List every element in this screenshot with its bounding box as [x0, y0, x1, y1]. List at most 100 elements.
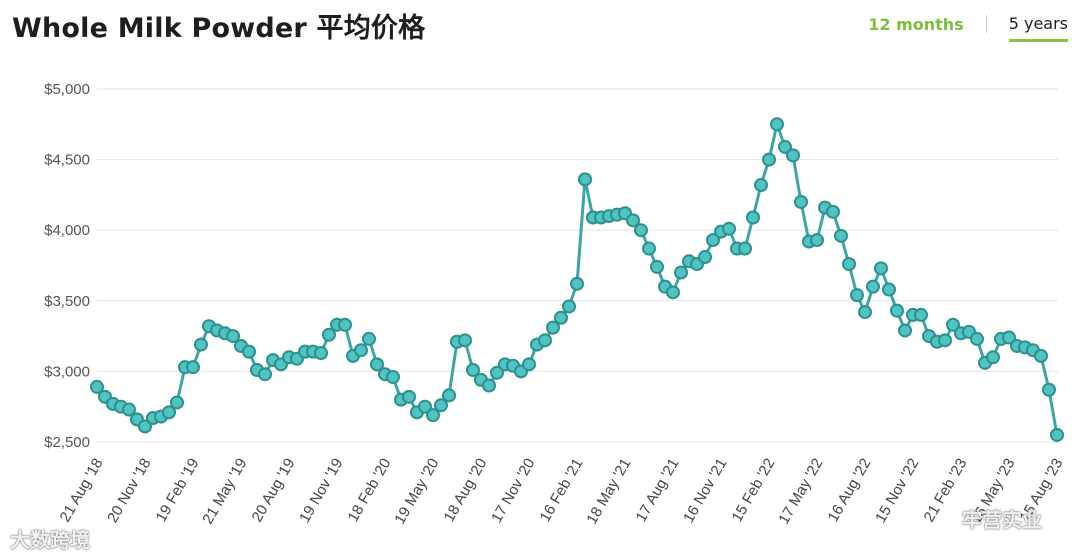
x-tick-label: 19 Nov '19 [296, 456, 346, 526]
data-point[interactable] [754, 178, 768, 193]
data-point[interactable] [914, 307, 928, 322]
x-tick-label: 16 Aug '22 [825, 456, 875, 526]
data-point[interactable] [162, 405, 176, 420]
x-tick-label: 16 Feb '21 [537, 456, 587, 525]
data-point[interactable] [626, 213, 640, 228]
data-point[interactable] [482, 378, 496, 393]
data-point[interactable] [466, 362, 480, 377]
y-tick-label: $3,500 [44, 293, 90, 310]
data-point[interactable] [786, 148, 800, 163]
data-point[interactable] [938, 333, 952, 348]
data-point[interactable] [338, 317, 352, 332]
y-tick-label: $4,500 [44, 152, 90, 169]
x-tick-label: 18 Aug '20 [441, 456, 491, 526]
range-tabs: 12 months 5 years [868, 14, 1068, 42]
data-point[interactable] [826, 204, 840, 219]
data-point[interactable] [650, 259, 664, 274]
page-title: Whole Milk Powder 平均价格 [12, 13, 426, 44]
y-tick-label: $3,000 [44, 363, 90, 380]
data-point[interactable] [354, 343, 368, 358]
data-point[interactable] [874, 261, 888, 276]
data-point[interactable] [634, 223, 648, 238]
x-tick-label: 16 Nov '21 [680, 456, 730, 526]
data-point[interactable] [138, 419, 152, 434]
data-point[interactable] [578, 172, 592, 187]
data-point[interactable] [170, 395, 184, 410]
data-point[interactable] [674, 265, 688, 280]
data-point[interactable] [1042, 382, 1056, 397]
y-tick-label: $2,500 [44, 434, 90, 451]
data-point[interactable] [362, 331, 376, 346]
data-point[interactable] [642, 241, 656, 256]
data-point[interactable] [890, 303, 904, 318]
data-point[interactable] [746, 210, 760, 225]
data-point[interactable] [986, 350, 1000, 365]
data-point[interactable] [370, 357, 384, 372]
data-point[interactable] [842, 257, 856, 272]
data-point[interactable] [1034, 348, 1048, 363]
tab-divider [985, 15, 987, 33]
x-tick-label: 20 Aug '19 [249, 456, 299, 526]
x-tick-label: 17 Aug '21 [633, 456, 683, 526]
data-point[interactable] [570, 276, 584, 291]
data-point[interactable] [770, 117, 784, 132]
data-point[interactable] [490, 365, 504, 380]
data-point[interactable] [258, 367, 272, 382]
data-point[interactable] [386, 370, 400, 385]
x-tick-label: 18 Feb '20 [345, 456, 395, 525]
data-point[interactable] [866, 279, 880, 294]
data-point[interactable] [882, 282, 896, 297]
data-point[interactable] [810, 233, 824, 248]
data-point[interactable] [226, 329, 240, 344]
data-point[interactable] [538, 333, 552, 348]
x-tick-label: 21 May '19 [199, 456, 250, 528]
data-point[interactable] [194, 337, 208, 352]
data-point[interactable] [402, 389, 416, 404]
data-point[interactable] [242, 344, 256, 359]
data-point[interactable] [546, 320, 560, 335]
data-point[interactable] [946, 317, 960, 332]
data-point[interactable] [90, 379, 104, 394]
series-markers [90, 117, 1064, 442]
data-point[interactable] [898, 323, 912, 338]
x-tick-label: 20 Nov '18 [104, 456, 154, 526]
data-point[interactable] [706, 233, 720, 248]
data-point[interactable] [458, 333, 472, 348]
data-point[interactable] [442, 388, 456, 403]
data-point[interactable] [418, 399, 432, 414]
data-point[interactable] [122, 402, 136, 417]
x-tick-label: 15 Nov '22 [872, 456, 922, 526]
x-tick-label: 15 Feb '22 [729, 456, 779, 525]
x-tick-label: 19 May '20 [391, 456, 442, 528]
y-tick-label: $5,000 [44, 81, 90, 98]
tab-12-months[interactable]: 12 months [868, 14, 964, 34]
data-point[interactable] [554, 310, 568, 325]
data-point[interactable] [762, 152, 776, 167]
tab-5-years[interactable]: 5 years [1008, 14, 1068, 42]
data-point[interactable] [970, 331, 984, 346]
data-point[interactable] [314, 346, 328, 361]
data-point[interactable] [698, 250, 712, 265]
x-tick-label: 19 Feb '19 [153, 456, 203, 525]
data-point[interactable] [562, 299, 576, 314]
y-tick-label: $4,000 [44, 222, 90, 239]
data-point[interactable] [858, 305, 872, 320]
data-point[interactable] [522, 357, 536, 372]
data-point[interactable] [778, 139, 792, 154]
gridlines [97, 88, 1058, 443]
data-point[interactable] [738, 241, 752, 256]
data-point[interactable] [322, 327, 336, 342]
data-point[interactable] [1050, 427, 1064, 442]
data-point[interactable] [850, 288, 864, 303]
watermark-right: 牢营实业 [962, 508, 1042, 532]
data-point[interactable] [434, 398, 448, 413]
data-point[interactable] [1002, 330, 1016, 345]
data-point[interactable] [722, 221, 736, 236]
data-point[interactable] [186, 360, 200, 375]
data-point[interactable] [666, 285, 680, 300]
data-point[interactable] [426, 408, 440, 423]
data-point[interactable] [794, 194, 808, 209]
data-point[interactable] [834, 228, 848, 243]
